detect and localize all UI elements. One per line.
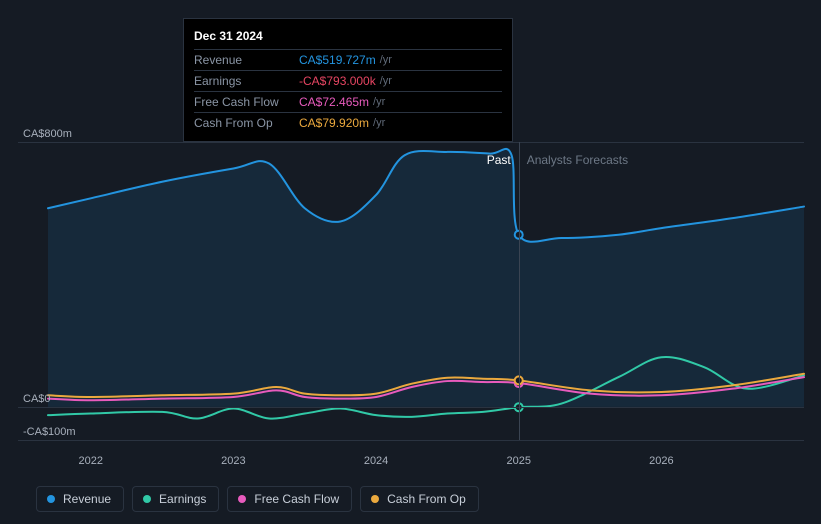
x-axis-label: 2022 [79, 455, 103, 467]
x-axis-label: 2025 [506, 455, 530, 467]
tooltip-metric-unit: /yr [380, 75, 392, 87]
series-area-revenue [48, 149, 804, 407]
legend-dot-icon [47, 495, 55, 503]
tooltip-row: Free Cash FlowCA$72.465m/yr [194, 91, 502, 112]
legend-toggle-earnings[interactable]: Earnings [132, 486, 219, 512]
y-gridline [18, 407, 804, 408]
tooltip-metric-label: Revenue [194, 53, 299, 67]
y-axis-label: CA$0 [23, 393, 51, 405]
tooltip-row: RevenueCA$519.727m/yr [194, 49, 502, 70]
tooltip-row: Earnings-CA$793.000k/yr [194, 70, 502, 91]
tooltip-date: Dec 31 2024 [194, 25, 502, 49]
y-axis-label: CA$800m [23, 128, 72, 140]
y-gridline [18, 142, 804, 143]
x-axis-label: 2024 [364, 455, 388, 467]
legend-toggle-fcf[interactable]: Free Cash Flow [227, 486, 352, 512]
y-axis-label: -CA$100m [23, 426, 76, 438]
financials-chart: Dec 31 2024 RevenueCA$519.727m/yrEarning… [18, 0, 804, 524]
chart-legend: Revenue Earnings Free Cash Flow Cash From O… [36, 486, 479, 512]
tooltip-metric-label: Earnings [194, 74, 299, 88]
legend-dot-icon [143, 495, 151, 503]
legend-label: Free Cash Flow [254, 492, 339, 506]
legend-dot-icon [238, 495, 246, 503]
tooltip-metric-unit: /yr [373, 117, 385, 129]
past-forecast-divider [519, 142, 520, 440]
tooltip-metric-value: CA$72.465m [299, 95, 369, 109]
legend-label: Earnings [159, 492, 206, 506]
x-axis-label: 2026 [649, 455, 673, 467]
chart-tooltip: Dec 31 2024 RevenueCA$519.727m/yrEarning… [183, 18, 513, 142]
x-axis-label: 2023 [221, 455, 245, 467]
region-label-forecast: Analysts Forecasts [527, 153, 628, 167]
tooltip-metric-value: CA$79.920m [299, 116, 369, 130]
region-label-past: Past [487, 153, 511, 167]
tooltip-metric-value: -CA$793.000k [299, 74, 376, 88]
plot-area: CA$800m CA$0 -CA$100m 2022 2023 2024 2025 2026… [18, 125, 804, 470]
chart-svg [18, 125, 804, 470]
legend-dot-icon [371, 495, 379, 503]
tooltip-row: Cash From OpCA$79.920m/yr [194, 112, 502, 133]
legend-label: Revenue [63, 492, 111, 506]
tooltip-metric-label: Cash From Op [194, 116, 299, 130]
legend-toggle-cfo[interactable]: Cash From Op [360, 486, 479, 512]
legend-label: Cash From Op [387, 492, 466, 506]
tooltip-metric-unit: /yr [373, 96, 385, 108]
y-gridline [18, 440, 804, 441]
legend-toggle-revenue[interactable]: Revenue [36, 486, 124, 512]
tooltip-metric-label: Free Cash Flow [194, 95, 299, 109]
tooltip-metric-value: CA$519.727m [299, 53, 376, 67]
tooltip-metric-unit: /yr [380, 54, 392, 66]
